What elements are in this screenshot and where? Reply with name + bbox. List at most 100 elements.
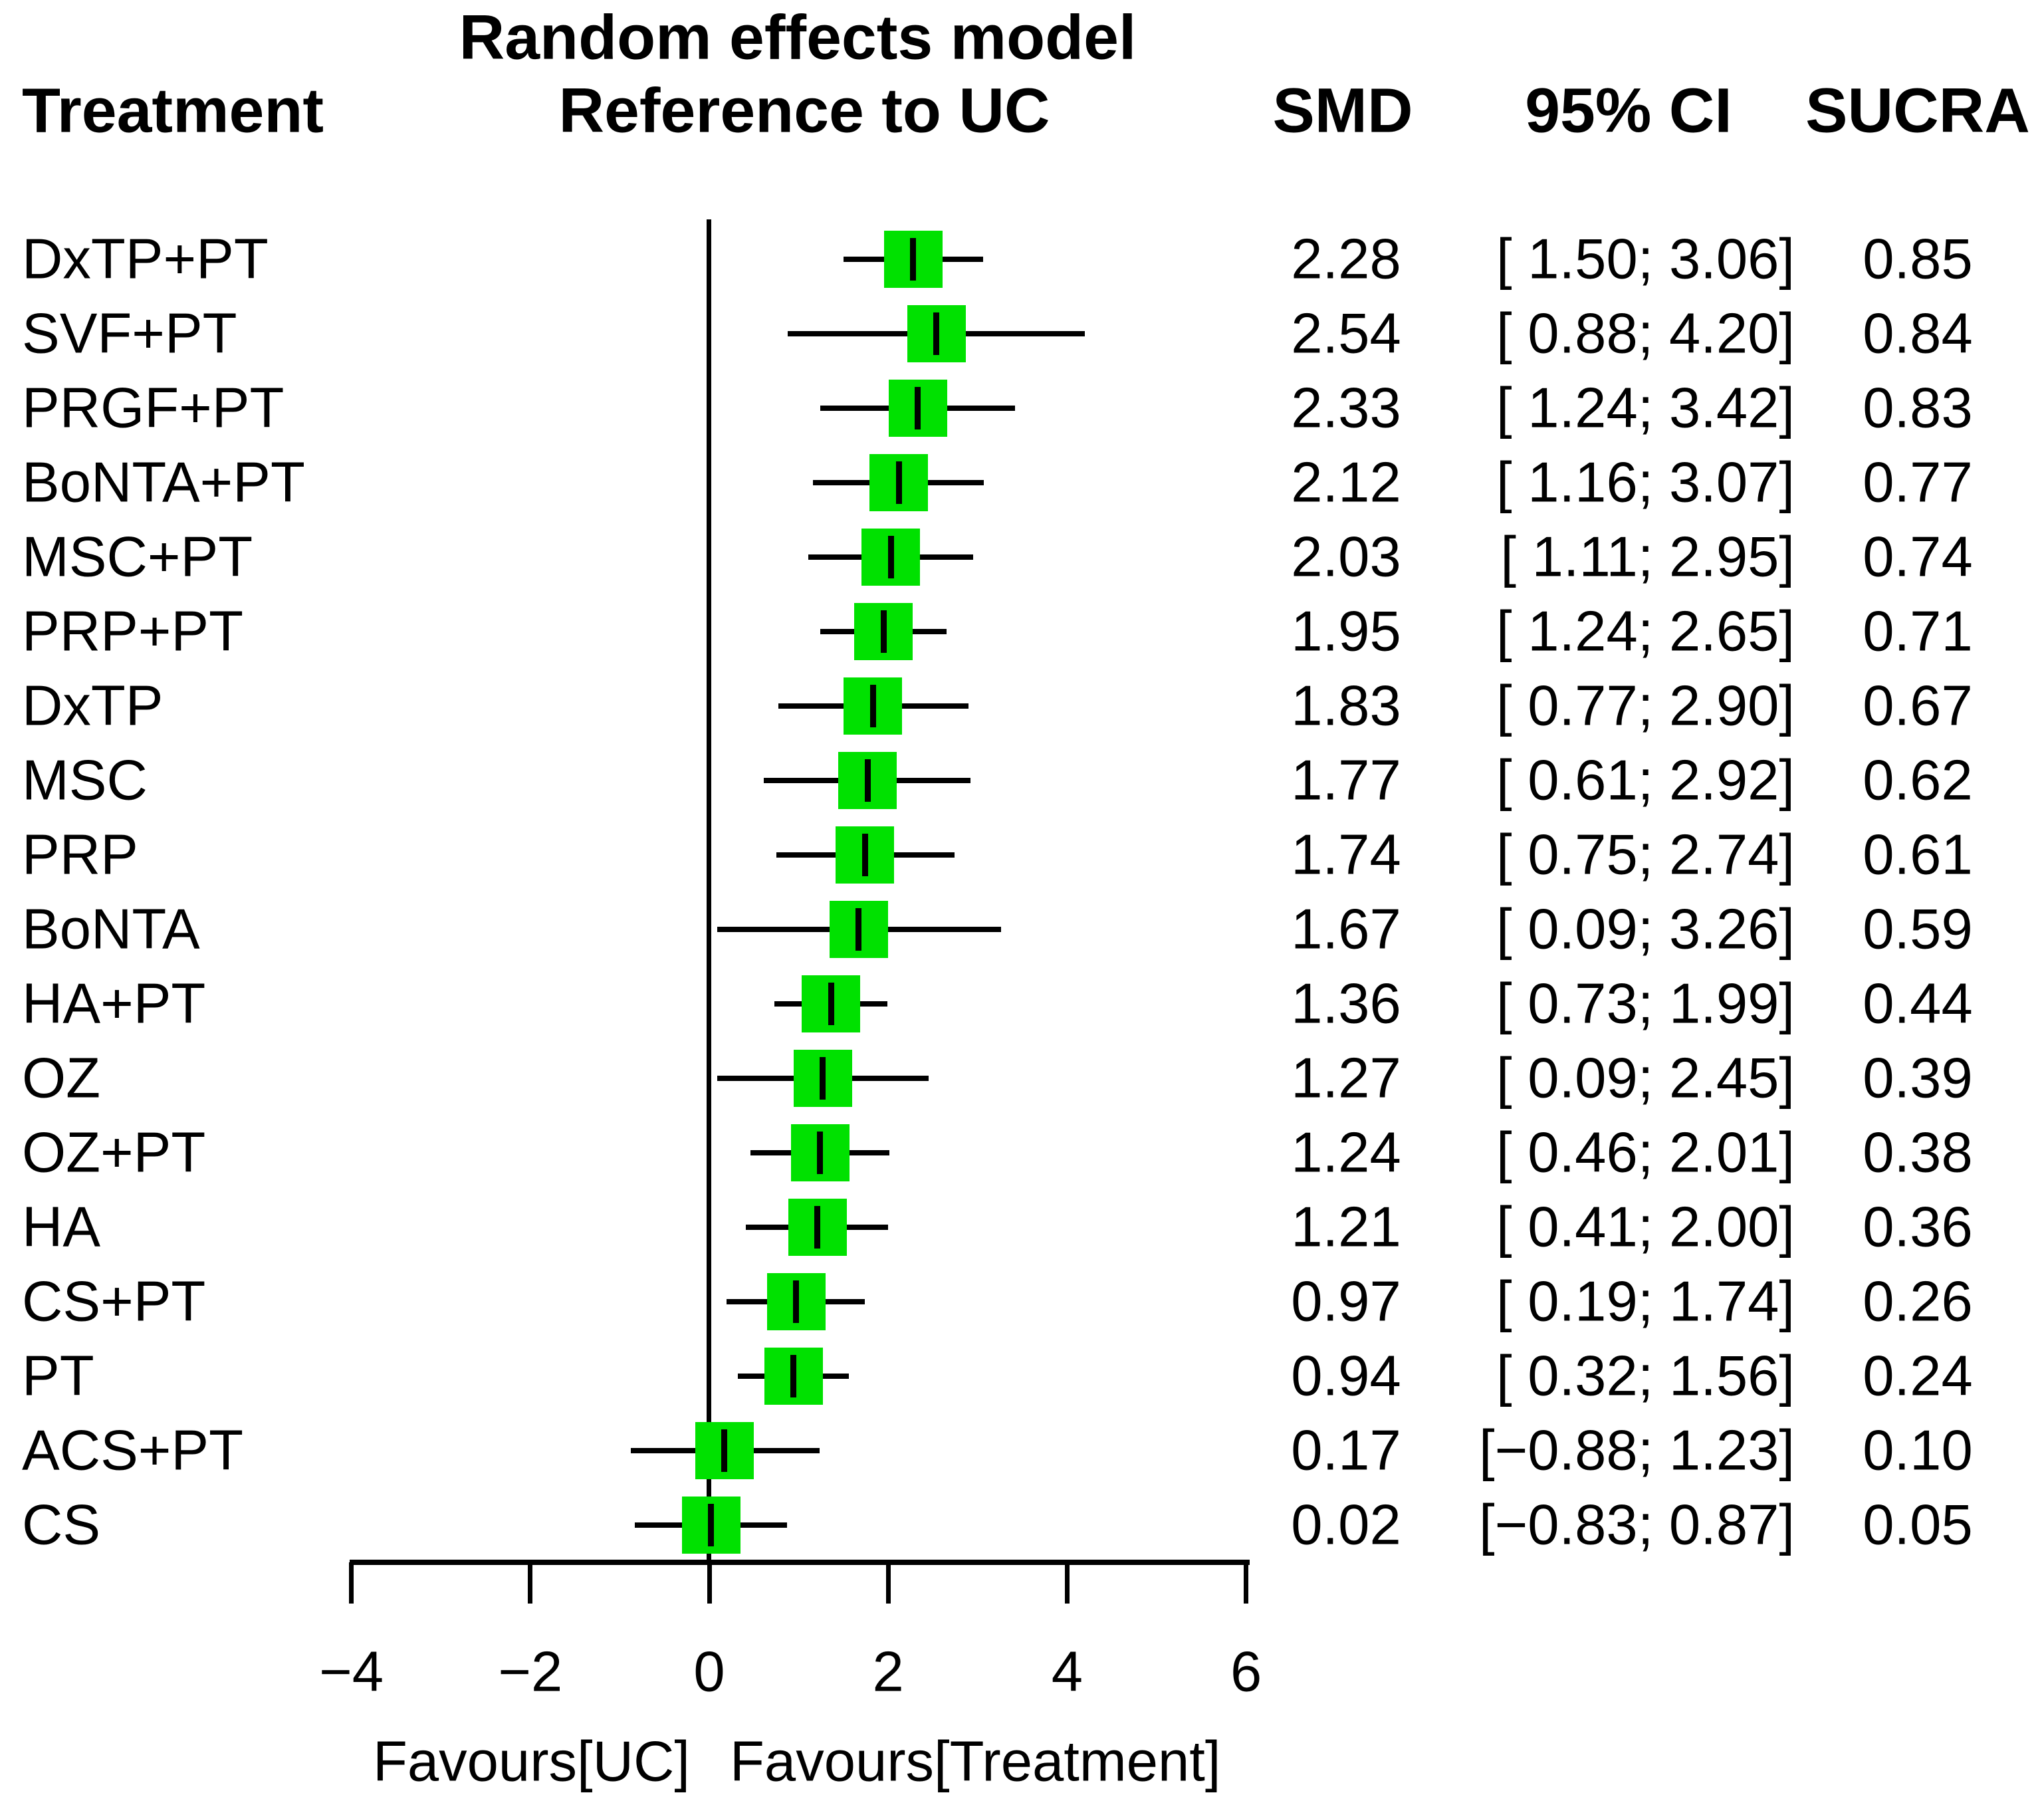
point-estimate-marker	[721, 1429, 728, 1472]
smd-value: 1.27	[1291, 1046, 1401, 1110]
point-estimate-marker	[864, 759, 871, 802]
forest-row: BoNTA 1.67 [ 0.09; 3.26] 0.59	[0, 892, 2044, 967]
treatment-label: PRP+PT	[22, 600, 244, 663]
forest-row: HA+PT 1.36 [ 0.73; 1.99] 0.44	[0, 967, 2044, 1041]
sucra-value: 0.38	[1863, 1121, 1973, 1185]
ci-value: [ 1.24; 2.65]	[1496, 600, 1795, 663]
column-header-treatment: Treatment	[22, 75, 324, 146]
point-estimate-marker	[861, 834, 868, 876]
treatment-label: ACS+PT	[22, 1419, 244, 1483]
point-estimate-marker	[820, 1057, 826, 1100]
sucra-value: 0.10	[1863, 1419, 1973, 1483]
forest-row: SVF+PT 2.54 [ 0.88; 4.20] 0.84	[0, 297, 2044, 371]
axis-tick-mark	[707, 1562, 712, 1604]
sucra-value: 0.24	[1863, 1344, 1973, 1408]
smd-value: 2.12	[1291, 451, 1401, 515]
sucra-value: 0.26	[1863, 1270, 1973, 1334]
point-estimate-marker	[708, 1504, 715, 1546]
forest-row: PT 0.94 [ 0.32; 1.56] 0.24	[0, 1339, 2044, 1413]
sucra-value: 0.39	[1863, 1046, 1973, 1110]
treatment-label: CS	[22, 1493, 101, 1557]
axis-tick-label: 0	[693, 1640, 725, 1704]
treatment-label: DxTP+PT	[22, 227, 269, 291]
ci-value: [ 1.24; 3.42]	[1496, 376, 1795, 440]
sucra-value: 0.83	[1863, 376, 1973, 440]
ci-value: [ 0.41; 2.00]	[1496, 1195, 1795, 1259]
treatment-label: MSC+PT	[22, 525, 253, 589]
smd-value: 0.97	[1291, 1270, 1401, 1334]
sucra-value: 0.77	[1863, 451, 1973, 515]
point-estimate-marker	[828, 983, 834, 1025]
smd-value: 1.83	[1291, 674, 1401, 738]
treatment-label: BoNTA+PT	[22, 451, 305, 515]
treatment-label: PT	[22, 1344, 94, 1408]
treatment-label: PRP	[22, 823, 138, 887]
forest-row: OZ 1.27 [ 0.09; 2.45] 0.39	[0, 1041, 2044, 1116]
forest-row: BoNTA+PT 2.12 [ 1.16; 3.07] 0.77	[0, 445, 2044, 520]
point-estimate-marker	[793, 1280, 800, 1323]
forest-row: DxTP+PT 2.28 [ 1.50; 3.06] 0.85	[0, 222, 2044, 297]
forest-row: MSC 1.77 [ 0.61; 2.92] 0.62	[0, 743, 2044, 818]
point-estimate-marker	[790, 1355, 797, 1397]
sucra-value: 0.85	[1863, 227, 1973, 291]
treatment-label: OZ+PT	[22, 1121, 206, 1185]
smd-value: 2.33	[1291, 376, 1401, 440]
smd-value: 0.17	[1291, 1419, 1401, 1483]
forest-row: DxTP 1.83 [ 0.77; 2.90] 0.67	[0, 669, 2044, 743]
point-estimate-marker	[887, 536, 894, 578]
ci-value: [ 0.75; 2.74]	[1496, 823, 1795, 887]
point-estimate-marker	[910, 238, 917, 281]
ci-value: [ 1.11; 2.95]	[1500, 525, 1795, 589]
treatment-label: HA	[22, 1195, 101, 1259]
ci-value: [ 0.32; 1.56]	[1496, 1344, 1795, 1408]
forest-row: PRGF+PT 2.33 [ 1.24; 3.42] 0.83	[0, 371, 2044, 445]
forest-row: PRP+PT 1.95 [ 1.24; 2.65] 0.71	[0, 594, 2044, 669]
ci-value: [−0.83; 0.87]	[1479, 1493, 1795, 1557]
smd-value: 2.28	[1291, 227, 1401, 291]
axis-tick-label: 4	[1051, 1640, 1083, 1704]
treatment-label: OZ	[22, 1046, 101, 1110]
smd-value: 2.54	[1291, 302, 1401, 366]
forest-row: MSC+PT 2.03 [ 1.11; 2.95] 0.74	[0, 520, 2044, 594]
sucra-value: 0.74	[1863, 525, 1973, 589]
ci-value: [ 0.61; 2.92]	[1496, 749, 1795, 812]
sucra-value: 0.71	[1863, 600, 1973, 663]
ci-value: [ 1.50; 3.06]	[1496, 227, 1795, 291]
sucra-value: 0.59	[1863, 898, 1973, 961]
ci-value: [ 0.46; 2.01]	[1496, 1121, 1795, 1185]
treatment-label: PRGF+PT	[22, 376, 284, 440]
axis-tick-label: −4	[319, 1640, 384, 1704]
treatment-label: HA+PT	[22, 972, 206, 1036]
ci-value: [ 1.16; 3.07]	[1496, 451, 1795, 515]
smd-value: 1.24	[1291, 1121, 1401, 1185]
treatment-label: MSC	[22, 749, 148, 812]
axis-tick-mark	[528, 1562, 533, 1604]
axis-tick-mark	[1064, 1562, 1070, 1604]
sucra-value: 0.61	[1863, 823, 1973, 887]
treatment-label: DxTP	[22, 674, 164, 738]
sucra-value: 0.84	[1863, 302, 1973, 366]
treatment-label: BoNTA	[22, 898, 200, 961]
ci-value: [ 0.77; 2.90]	[1496, 674, 1795, 738]
forest-row: CS+PT 0.97 [ 0.19; 1.74] 0.26	[0, 1264, 2044, 1339]
axis-tick-mark	[885, 1562, 891, 1604]
smd-value: 1.21	[1291, 1195, 1401, 1259]
axis-tick-label: −2	[498, 1640, 563, 1704]
axis-tick-mark	[1244, 1562, 1249, 1604]
smd-value: 1.95	[1291, 600, 1401, 663]
point-estimate-marker	[817, 1132, 824, 1174]
smd-value: 1.67	[1291, 898, 1401, 961]
ci-value: [ 0.73; 1.99]	[1496, 972, 1795, 1036]
ci-value: [ 0.09; 3.26]	[1496, 898, 1795, 961]
smd-value: 2.03	[1291, 525, 1401, 589]
sucra-value: 0.67	[1863, 674, 1973, 738]
forest-row: OZ+PT 1.24 [ 0.46; 2.01] 0.38	[0, 1116, 2044, 1190]
ci-value: [ 0.88; 4.20]	[1496, 302, 1795, 366]
forest-row: ACS+PT 0.17 [−0.88; 1.23] 0.10	[0, 1413, 2044, 1488]
sucra-value: 0.36	[1863, 1195, 1973, 1259]
point-estimate-marker	[814, 1206, 821, 1249]
forest-row: CS 0.02 [−0.83; 0.87] 0.05	[0, 1488, 2044, 1562]
point-estimate-marker	[933, 312, 940, 355]
treatment-label: SVF+PT	[22, 302, 237, 366]
smd-value: 1.36	[1291, 972, 1401, 1036]
